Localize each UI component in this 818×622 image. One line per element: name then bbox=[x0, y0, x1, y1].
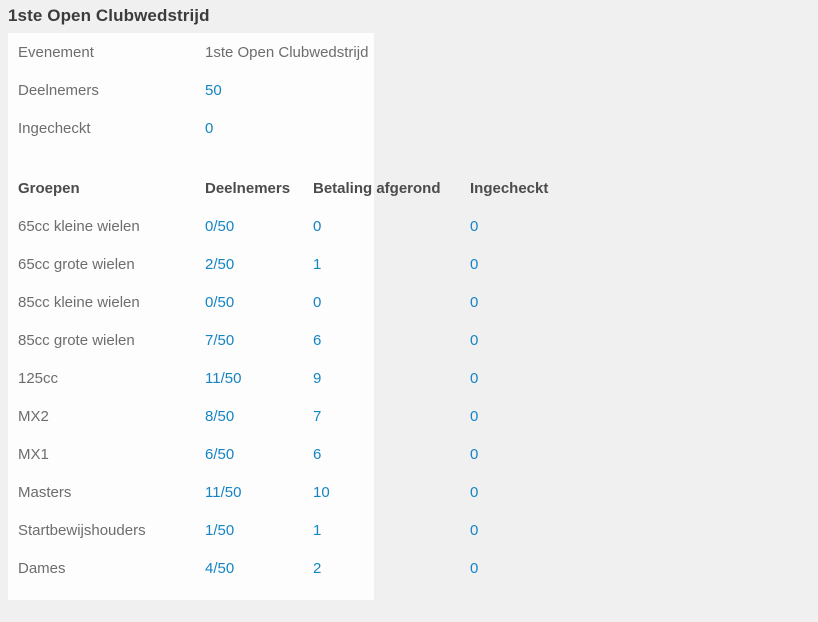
summary-row-evenement: Evenement 1ste Open Clubwedstrijd bbox=[18, 33, 818, 71]
betaling-afgerond-link[interactable]: 6 bbox=[313, 331, 322, 349]
deelnemers-count-link[interactable]: 50 bbox=[205, 81, 222, 99]
deelnemers-link[interactable]: 2/50 bbox=[205, 255, 235, 273]
ingecheckt-link[interactable]: 0 bbox=[470, 483, 479, 501]
group-name-cell: MX1 bbox=[18, 445, 49, 463]
table-row: 125cc 11/50 9 0 bbox=[18, 359, 818, 397]
group-name-cell: MX2 bbox=[18, 407, 49, 425]
group-name-cell: 65cc grote wielen bbox=[18, 255, 135, 273]
group-name-cell: Dames bbox=[18, 559, 66, 577]
group-name-cell: Masters bbox=[18, 483, 72, 501]
ingecheckt-link[interactable]: 0 bbox=[470, 293, 479, 311]
deelnemers-link[interactable]: 8/50 bbox=[205, 407, 235, 425]
group-name-cell: Startbewijshouders bbox=[18, 521, 146, 539]
table-row: 65cc grote wielen 2/50 1 0 bbox=[18, 245, 818, 283]
betaling-afgerond-link[interactable]: 0 bbox=[313, 293, 322, 311]
table-row: MX2 8/50 7 0 bbox=[18, 397, 818, 435]
event-summary: Evenement 1ste Open Clubwedstrijd Deelne… bbox=[18, 33, 818, 147]
summary-value-evenement: 1ste Open Clubwedstrijd bbox=[205, 43, 369, 61]
deelnemers-link[interactable]: 11/50 bbox=[205, 483, 242, 501]
table-header-row: Groepen Deelnemers Betaling afgerond Ing… bbox=[18, 169, 818, 207]
group-name-cell: 125cc bbox=[18, 369, 59, 387]
betaling-afgerond-link[interactable]: 2 bbox=[313, 559, 322, 577]
ingecheckt-link[interactable]: 0 bbox=[470, 445, 479, 463]
ingecheckt-link[interactable]: 0 bbox=[470, 217, 479, 235]
betaling-afgerond-link[interactable]: 7 bbox=[313, 407, 322, 425]
ingecheckt-link[interactable]: 0 bbox=[470, 331, 479, 349]
betaling-afgerond-link[interactable]: 1 bbox=[313, 255, 322, 273]
betaling-afgerond-link[interactable]: 1 bbox=[313, 521, 322, 539]
deelnemers-link[interactable]: 4/50 bbox=[205, 559, 235, 577]
betaling-afgerond-link[interactable]: 10 bbox=[313, 483, 330, 501]
column-header-groepen: Groepen bbox=[18, 179, 80, 197]
deelnemers-link[interactable]: 0/50 bbox=[205, 217, 235, 235]
table-row: 65cc kleine wielen 0/50 0 0 bbox=[18, 207, 818, 245]
deelnemers-link[interactable]: 11/50 bbox=[205, 369, 242, 387]
deelnemers-link[interactable]: 7/50 bbox=[205, 331, 235, 349]
betaling-afgerond-link[interactable]: 9 bbox=[313, 369, 322, 387]
group-name-cell: 85cc grote wielen bbox=[18, 331, 135, 349]
table-row: MX1 6/50 6 0 bbox=[18, 435, 818, 473]
betaling-afgerond-link[interactable]: 0 bbox=[313, 217, 322, 235]
table-row: Masters 11/50 10 0 bbox=[18, 473, 818, 511]
deelnemers-link[interactable]: 6/50 bbox=[205, 445, 235, 463]
betaling-afgerond-link[interactable]: 6 bbox=[313, 445, 322, 463]
content-panel bbox=[8, 33, 374, 600]
summary-row-ingecheckt: Ingecheckt 0 bbox=[18, 109, 818, 147]
page-title: 1ste Open Clubwedstrijd bbox=[8, 6, 210, 25]
ingecheckt-count-link[interactable]: 0 bbox=[205, 119, 214, 137]
column-header-deelnemers: Deelnemers bbox=[205, 179, 291, 197]
summary-row-deelnemers: Deelnemers 50 bbox=[18, 71, 818, 109]
ingecheckt-link[interactable]: 0 bbox=[470, 521, 479, 539]
ingecheckt-link[interactable]: 0 bbox=[470, 559, 479, 577]
summary-label: Deelnemers bbox=[18, 81, 99, 99]
column-header-betaling-afgerond: Betaling afgerond bbox=[313, 179, 441, 197]
table-row: 85cc grote wielen 7/50 6 0 bbox=[18, 321, 818, 359]
group-name-cell: 65cc kleine wielen bbox=[18, 217, 140, 235]
groups-table: Groepen Deelnemers Betaling afgerond Ing… bbox=[18, 169, 818, 587]
column-header-ingecheckt: Ingecheckt bbox=[470, 179, 549, 197]
table-row: Startbewijshouders 1/50 1 0 bbox=[18, 511, 818, 549]
ingecheckt-link[interactable]: 0 bbox=[470, 369, 479, 387]
deelnemers-link[interactable]: 0/50 bbox=[205, 293, 235, 311]
content-area: Evenement 1ste Open Clubwedstrijd Deelne… bbox=[18, 33, 818, 587]
table-row: 85cc kleine wielen 0/50 0 0 bbox=[18, 283, 818, 321]
ingecheckt-link[interactable]: 0 bbox=[470, 255, 479, 273]
deelnemers-link[interactable]: 1/50 bbox=[205, 521, 235, 539]
ingecheckt-link[interactable]: 0 bbox=[470, 407, 479, 425]
summary-label: Ingecheckt bbox=[18, 119, 91, 137]
group-name-cell: 85cc kleine wielen bbox=[18, 293, 140, 311]
summary-label: Evenement bbox=[18, 43, 94, 61]
table-row: Dames 4/50 2 0 bbox=[18, 549, 818, 587]
